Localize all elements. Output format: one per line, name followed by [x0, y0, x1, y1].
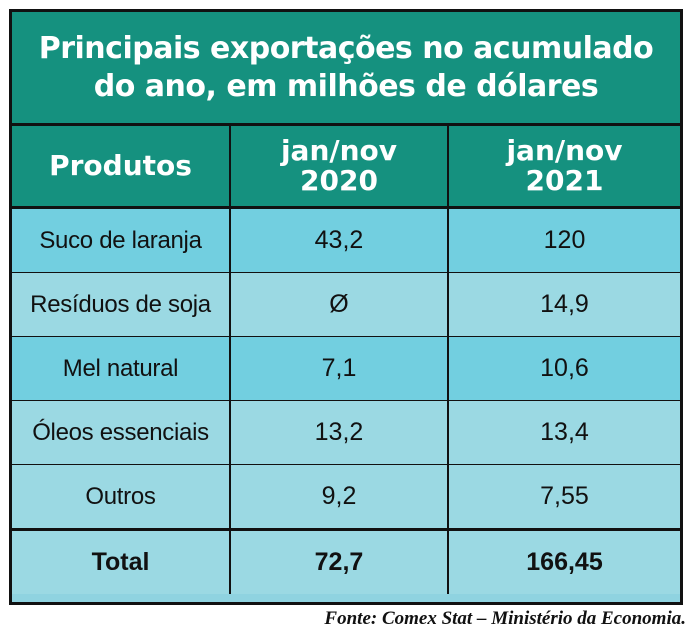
source-note: Fonte: Comex Stat – Ministério da Econom…	[324, 608, 686, 629]
table-row: Suco de laranja 43,2 120	[12, 207, 680, 273]
table-title-line-1: Principais exportações no acumulado	[38, 30, 654, 66]
table-header-row: Produtos jan/nov 2020 jan/nov 2021	[12, 126, 680, 209]
table-row: Óleos essenciais 13,2 13,4	[12, 400, 680, 465]
exports-table: Produtos jan/nov 2020 jan/nov 2021 Suco …	[12, 126, 680, 594]
header-2020-year: 2020	[300, 164, 378, 197]
header-2020: jan/nov 2020	[229, 126, 449, 209]
row-value-2020: Ø	[229, 272, 449, 337]
row-product: Resíduos de soja	[12, 272, 231, 337]
table-row: Outros 9,2 7,55	[12, 464, 680, 530]
table-row: Resíduos de soja Ø 14,9	[12, 272, 680, 337]
row-product: Mel natural	[12, 336, 231, 401]
header-2021-period: jan/nov	[506, 134, 623, 167]
header-2021-year: 2021	[525, 164, 604, 197]
total-value-2020: 72,7	[229, 528, 449, 594]
table-title-line-2: do ano, em milhões de dólares	[93, 68, 599, 104]
row-value-2021: 120	[447, 207, 680, 273]
row-value-2021: 13,4	[447, 400, 680, 465]
total-row: Total 72,7 166,45	[12, 528, 680, 594]
row-value-2020: 9,2	[229, 464, 449, 530]
row-product: Outros	[12, 464, 231, 530]
total-value-2021: 166,45	[447, 528, 680, 594]
row-product: Suco de laranja	[12, 207, 231, 273]
row-value-2020: 13,2	[229, 400, 449, 465]
header-produtos: Produtos	[12, 126, 231, 209]
row-value-2021: 7,55	[447, 464, 680, 530]
export-table-frame: Principais exportações no acumulado do a…	[9, 9, 683, 605]
header-2020-period: jan/nov	[280, 134, 398, 167]
table-row: Mel natural 7,1 10,6	[12, 336, 680, 401]
row-value-2020: 43,2	[229, 207, 449, 273]
table-title: Principais exportações no acumulado do a…	[26, 30, 666, 106]
row-product: Óleos essenciais	[12, 400, 231, 465]
row-value-2020: 7,1	[229, 336, 449, 401]
header-2021: jan/nov 2021	[447, 126, 680, 209]
table-title-bar: Principais exportações no acumulado do a…	[12, 12, 680, 126]
total-label: Total	[12, 528, 231, 594]
row-value-2021: 14,9	[447, 272, 680, 337]
row-value-2021: 10,6	[447, 336, 680, 401]
